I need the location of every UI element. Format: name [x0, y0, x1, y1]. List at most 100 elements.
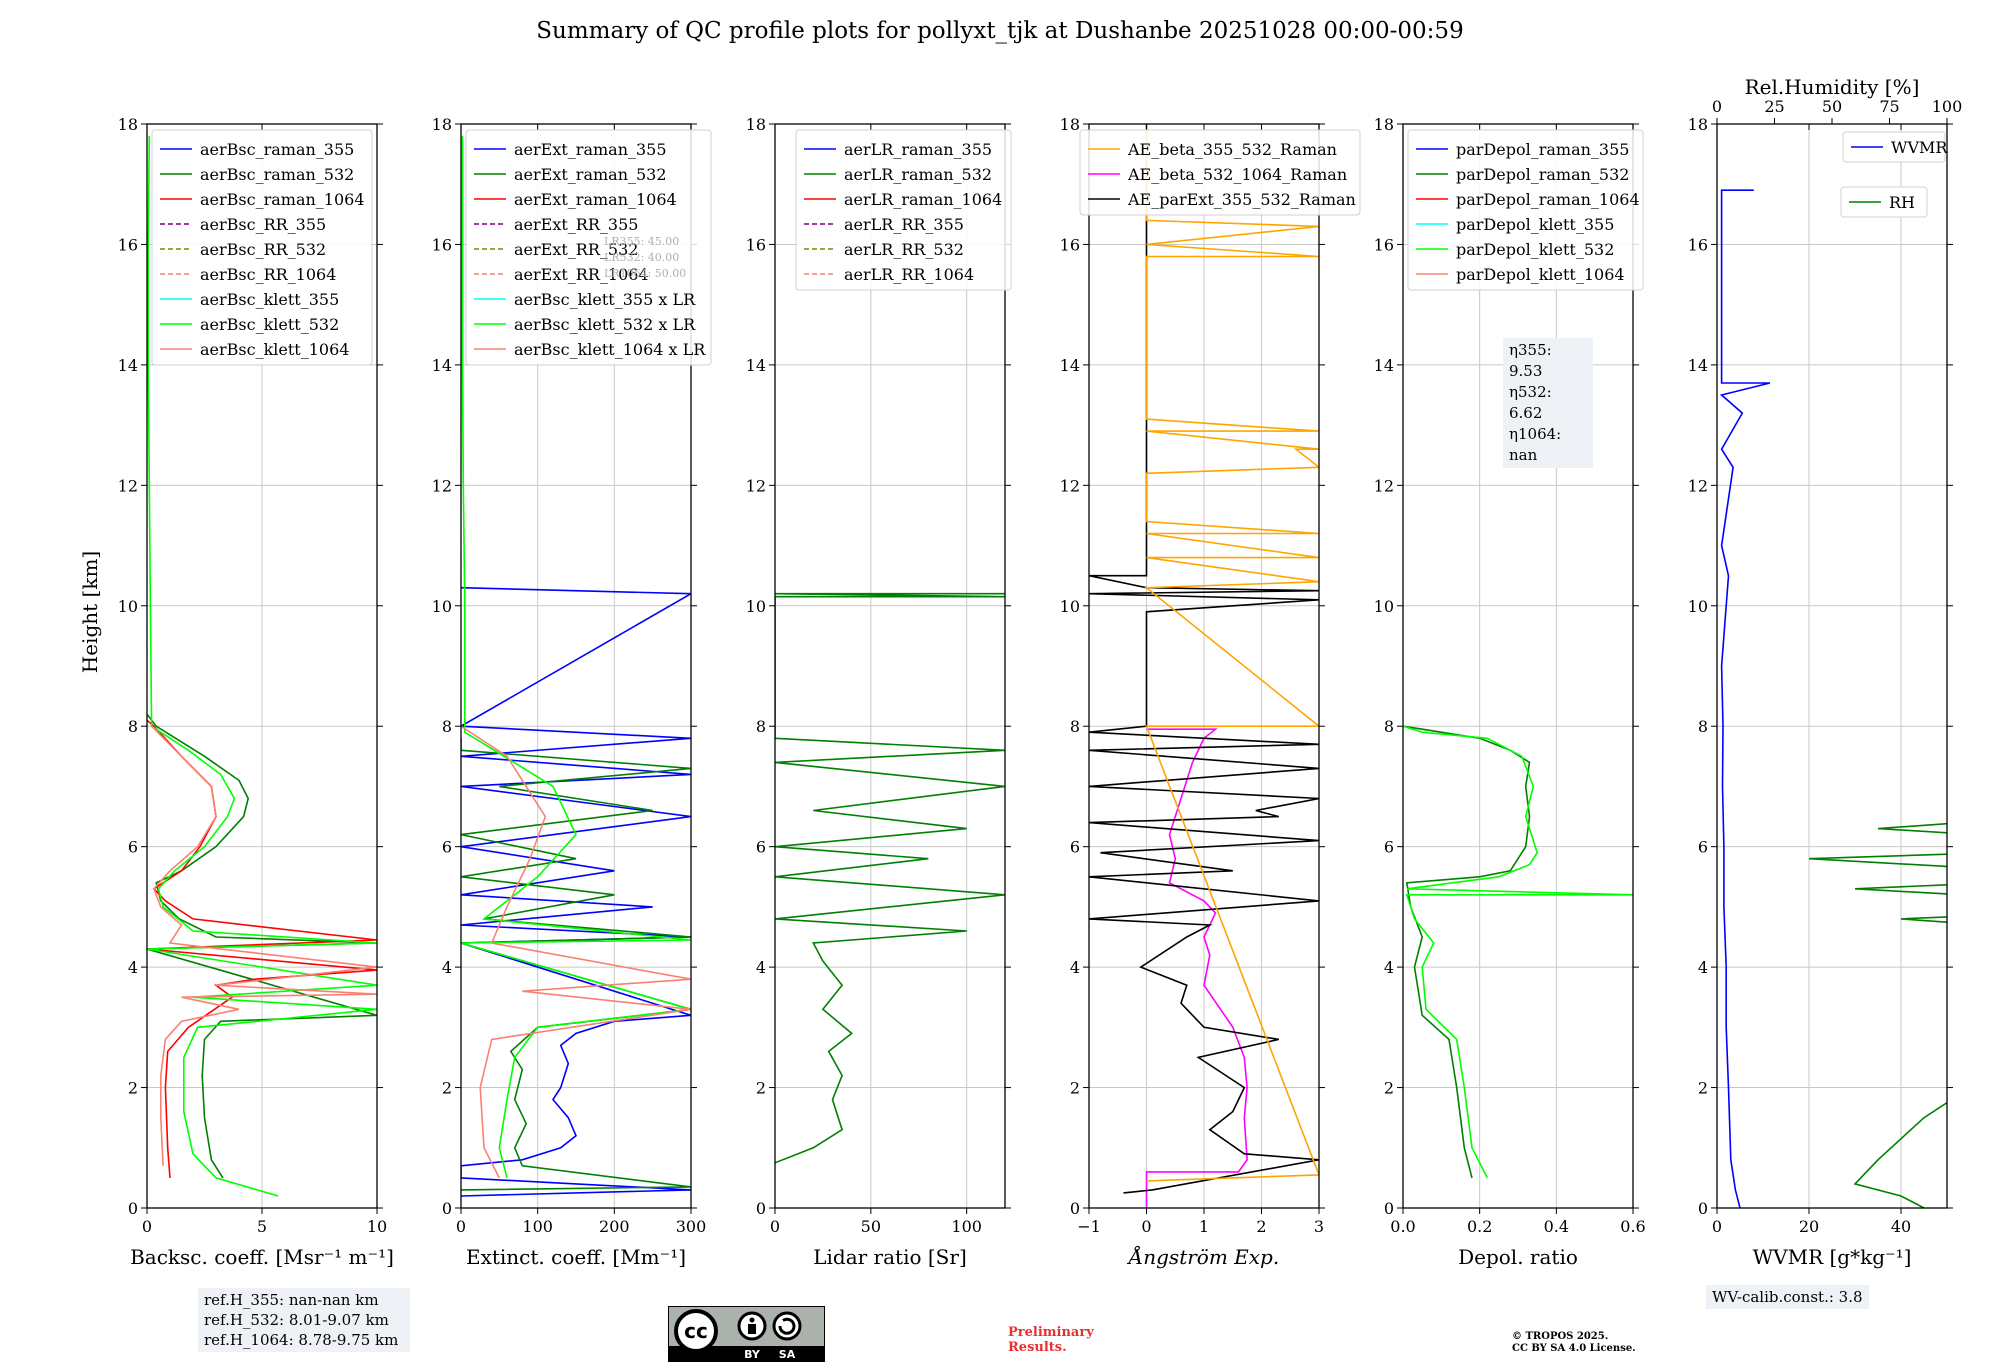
x-tick-label: 3 — [1314, 1217, 1324, 1236]
legend-entry-parDepol_klett_355: parDepol_klett_355 — [1456, 215, 1614, 234]
legend-entry-aerBsc_klett_532: aerBsc_klett_532 — [200, 315, 339, 334]
legend-entry-parDepol_klett_532: parDepol_klett_532 — [1456, 240, 1614, 259]
legend-entry-parDepol_raman_1064: parDepol_raman_1064 — [1456, 190, 1640, 209]
eta-355: η355: 9.53 — [1509, 341, 1552, 380]
ref-height-1064: ref.H_1064: 8.78-9.75 km — [204, 1331, 399, 1349]
series-WVMR — [1719, 189, 1771, 1208]
y-tick-label: 10 — [1060, 597, 1080, 616]
series-aerLR_raman_532 — [775, 592, 1005, 1164]
legend-entry-AE_beta_355_532_Raman: AE_beta_355_532_Raman — [1127, 140, 1337, 159]
figure-title: Summary of QC profile plots for pollyxt_… — [536, 18, 1464, 44]
y-tick-label: 12 — [1060, 476, 1080, 495]
legend-entry-aerLR_raman_532: aerLR_raman_532 — [844, 165, 992, 184]
y-tick-label: 12 — [1374, 476, 1394, 495]
x-tick-label: 0.6 — [1620, 1217, 1645, 1236]
plot-frame — [774, 123, 1006, 1209]
y-tick-label: 14 — [1060, 356, 1080, 375]
x-tick-label: 20 — [1799, 1217, 1819, 1236]
legend-entry-parDepol_raman_532: parDepol_raman_532 — [1456, 165, 1629, 184]
x-axis-label: Backsc. coeff. [Msr⁻¹ m⁻¹] — [130, 1245, 394, 1269]
y-tick-label: 0 — [1698, 1199, 1708, 1218]
series-aerBsc_klett_532 — [147, 135, 377, 1197]
copyright-note: © TROPOS 2025. CC BY SA 4.0 License. — [1512, 1331, 1636, 1355]
eta-532: η532: 6.62 — [1509, 383, 1552, 422]
x-tick-label: 0 — [1141, 1217, 1151, 1236]
y-tick-label: 0 — [128, 1199, 138, 1218]
legend-entry-aerBsc_RR_532: aerBsc_RR_532 — [200, 240, 326, 259]
x-tick-label: 200 — [599, 1217, 630, 1236]
top-x-tick-label: 25 — [1764, 97, 1784, 116]
legend-entry-aerExt_raman_355: aerExt_raman_355 — [514, 140, 667, 159]
x-tick-label: 0 — [770, 1217, 780, 1236]
top-x-tick-label: 0 — [1712, 97, 1722, 116]
y-tick-label: 4 — [1384, 958, 1394, 977]
series-AE_beta_532_1064_Raman — [1145, 728, 1248, 1208]
y-tick-label: 18 — [1060, 115, 1080, 134]
y-tick-label: 18 — [746, 115, 766, 134]
top-x-axis-label: Rel.Humidity [%] — [1745, 75, 1920, 99]
x-tick-label: 2 — [1256, 1217, 1266, 1236]
x-tick-label: 300 — [676, 1217, 707, 1236]
legend-box — [1407, 129, 1644, 291]
copyright-line-2: CC BY SA 4.0 License. — [1512, 1343, 1636, 1354]
y-tick-label: 2 — [442, 1079, 452, 1098]
share-alike-icon — [778, 1317, 796, 1335]
x-axis-label: WVMR [g*kg⁻¹] — [1753, 1245, 1912, 1269]
panel-backscatter — [141, 123, 383, 1214]
x-axis-label: Depol. ratio — [1458, 1245, 1578, 1269]
x-tick-label: 0.0 — [1390, 1217, 1415, 1236]
y-tick-label: 8 — [128, 717, 138, 736]
legend-entry-AE_beta_532_1064_Raman: AE_beta_532_1064_Raman — [1127, 165, 1347, 184]
y-tick-label: 0 — [442, 1199, 452, 1218]
y-tick-label: 10 — [746, 597, 766, 616]
series-AE_parExt_355_532_Raman — [1089, 124, 1319, 1194]
legend-box — [151, 129, 373, 366]
y-tick-label: 8 — [1698, 717, 1708, 736]
legend-entry-aerExt_RR_355: aerExt_RR_355 — [514, 215, 638, 234]
y-tick-label: 0 — [1070, 1199, 1080, 1218]
legend-entry-aerExt_raman_1064: aerExt_raman_1064 — [514, 190, 677, 209]
y-tick-label: 2 — [128, 1079, 138, 1098]
legend-entry-parDepol_klett_1064: parDepol_klett_1064 — [1456, 265, 1625, 284]
x-tick-label: −1 — [1077, 1217, 1101, 1236]
legend-entry-aerBsc_raman_355: aerBsc_raman_355 — [200, 140, 354, 159]
y-tick-label: 18 — [118, 115, 138, 134]
plot-frame — [1716, 123, 1948, 1209]
legend-entry-aerBsc_raman_532: aerBsc_raman_532 — [200, 165, 354, 184]
legend-entry-aerBsc_klett_1064: aerBsc_klett_1064 — [200, 340, 349, 359]
y-tick-label: 16 — [432, 235, 452, 254]
y-tick-label: 6 — [128, 838, 138, 857]
legend-entry-WVMR: WVMR — [1891, 138, 1948, 157]
legend-entry-aerLR_raman_1064: aerLR_raman_1064 — [844, 190, 1002, 209]
y-tick-label: 6 — [1384, 838, 1394, 857]
series-aerExt_raman_355 — [461, 586, 691, 1197]
x-tick-label: 1 — [1199, 1217, 1209, 1236]
fixed-lr-355: LR355: 45.00 — [604, 235, 680, 248]
panel-angstrom — [1079, 123, 1361, 1214]
x-tick-label: 0.4 — [1544, 1217, 1569, 1236]
eta-1064: η1064: nan — [1509, 425, 1562, 464]
ref-height-532: ref.H_532: 8.01-9.07 km — [204, 1311, 389, 1329]
legend-entry-aerBsc_RR_1064: aerBsc_RR_1064 — [200, 265, 336, 284]
cc-by-sa-badge: cc BY SA — [668, 1306, 825, 1362]
y-tick-label: 8 — [442, 717, 452, 736]
y-tick-label: 2 — [1698, 1079, 1708, 1098]
y-tick-label: 4 — [1070, 958, 1080, 977]
series-parDepol_klett_532 — [1403, 725, 1633, 1179]
y-tick-label: 4 — [756, 958, 766, 977]
top-x-tick-label: 75 — [1879, 97, 1899, 116]
y-tick-label: 4 — [1698, 958, 1708, 977]
x-tick-label: 0 — [1712, 1217, 1722, 1236]
plot-frame — [460, 123, 692, 1209]
series-AE_beta_355_532_Raman — [1144, 124, 1319, 1182]
top-x-tick-label: 50 — [1822, 97, 1842, 116]
legend-entry-aerBsc_RR_355: aerBsc_RR_355 — [200, 215, 326, 234]
legend-entry-aerLR_raman_355: aerLR_raman_355 — [844, 140, 992, 159]
x-tick-label: 0 — [456, 1217, 466, 1236]
legend-entry-aerBsc_klett_532 x LR: aerBsc_klett_532 x LR — [514, 315, 696, 334]
legend-entry-aerBsc_raman_1064: aerBsc_raman_1064 — [200, 190, 365, 209]
x-tick-label: 50 — [861, 1217, 881, 1236]
y-tick-label: 12 — [432, 476, 452, 495]
series-aerExt_raman_532 — [461, 738, 691, 1191]
y-tick-label: 8 — [1070, 717, 1080, 736]
